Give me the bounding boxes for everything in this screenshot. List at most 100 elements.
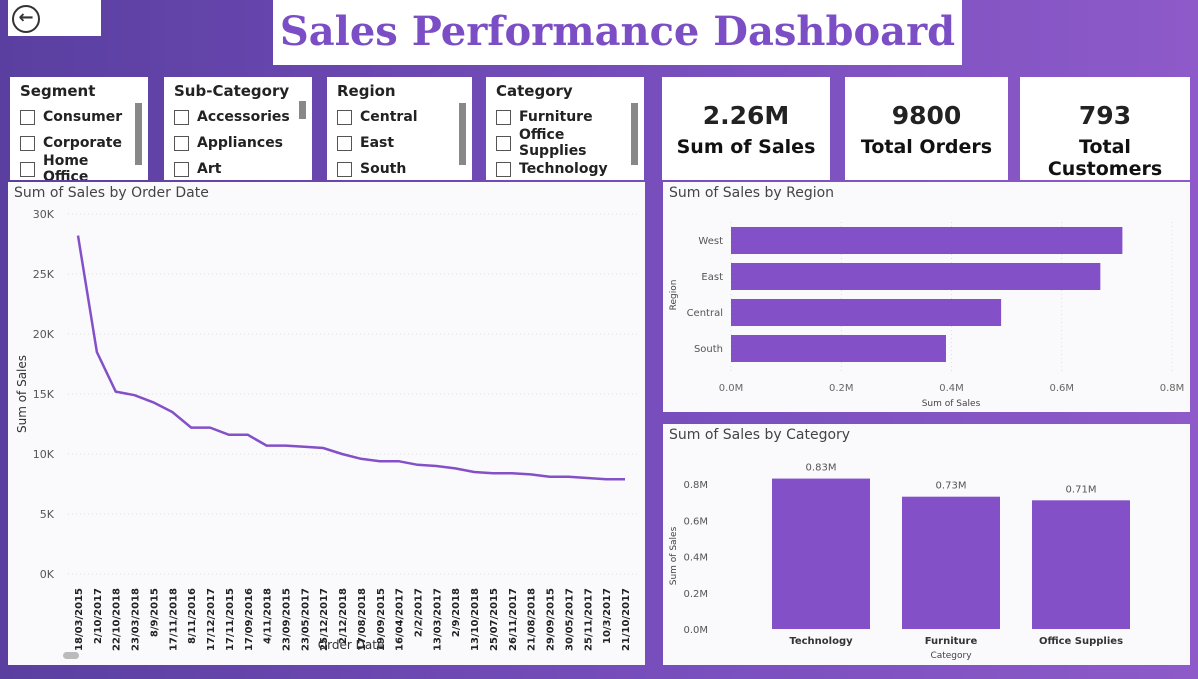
- slicer-option[interactable]: Furniture: [496, 104, 634, 130]
- y-tick-label: 5K: [40, 508, 55, 521]
- x-tick-label: 23/03/2018: [131, 588, 142, 651]
- scrollbar-thumb[interactable]: [63, 652, 79, 659]
- y-tick-label: 0K: [40, 568, 55, 581]
- slicer-option[interactable]: East: [337, 130, 462, 156]
- back-button[interactable]: ←: [8, 0, 101, 36]
- slicer-option[interactable]: Consumer: [20, 104, 138, 130]
- slicer-option[interactable]: Corporate: [20, 130, 138, 156]
- checkbox[interactable]: [337, 161, 352, 177]
- x-tick-label: 2/9/2018: [451, 588, 462, 637]
- arrow-left-circle-icon: ←: [12, 5, 40, 33]
- x-tick-label: 25/11/2017: [583, 588, 594, 651]
- x-tick-label: 13/10/2018: [470, 588, 481, 651]
- y-tick-label: 0.8M: [683, 480, 708, 491]
- x-tick-label: 23/05/2017: [300, 588, 311, 651]
- slicer-option[interactable]: Home Office: [20, 153, 138, 180]
- scrollbar[interactable]: [459, 103, 466, 165]
- bar-south: [731, 335, 946, 362]
- slicer-option[interactable]: Office Supplies: [496, 127, 634, 159]
- x-tick-label: 2/10/2017: [93, 588, 104, 644]
- x-tick-label: 10/3/2017: [602, 588, 613, 644]
- y-tick-label: 0.2M: [683, 589, 708, 600]
- data-label: 0.83M: [806, 463, 837, 474]
- x-tick-label: 19/09/2015: [376, 588, 387, 651]
- kpi-label: Total Orders: [860, 136, 993, 158]
- checkbox[interactable]: [174, 109, 189, 125]
- slicer-segment: Segment Consumer Corporate Home Office: [10, 77, 148, 180]
- x-tick-label: 17/11/2018: [168, 588, 179, 651]
- x-tick-label: 21/10/2017: [621, 588, 632, 651]
- data-label: 0.71M: [1066, 484, 1097, 495]
- slicer-option[interactable]: Art: [174, 156, 302, 180]
- y-axis-title: Sum of Sales: [669, 526, 679, 585]
- checkbox[interactable]: [337, 135, 352, 151]
- bar-furniture: [902, 496, 1000, 629]
- chart-title: Sum of Sales by Category: [669, 427, 851, 443]
- x-tick-label: 25/07/2015: [489, 588, 500, 651]
- y-tick-label: South: [694, 344, 723, 355]
- x-tick-label: 26/11/2017: [508, 588, 519, 651]
- x-tick-label: 18/03/2015: [74, 588, 85, 651]
- data-label: 0.73M: [936, 481, 967, 492]
- bar-central: [731, 299, 1002, 326]
- kpi-value: 793: [1078, 101, 1132, 130]
- x-tick-label: 4/11/2018: [263, 588, 274, 644]
- y-tick-label: 15K: [33, 388, 55, 401]
- x-tick-label: 0.2M: [829, 383, 854, 394]
- kpi-value: 2.26M: [702, 101, 790, 130]
- chart-title: Sum of Sales by Order Date: [14, 185, 209, 201]
- x-tick-label: 30/05/2017: [564, 588, 575, 651]
- slicer-option[interactable]: South: [337, 156, 462, 180]
- checkbox[interactable]: [496, 135, 511, 151]
- slicer-option[interactable]: Appliances: [174, 130, 302, 156]
- scrollbar[interactable]: [631, 103, 638, 165]
- x-tick-label: 22/10/2018: [112, 588, 123, 651]
- slicer-category: Category Furniture Office Supplies Technolo…: [486, 77, 644, 180]
- page-title: Sales Performance Dashboard: [273, 0, 962, 65]
- slicer-option[interactable]: Accessories: [174, 104, 302, 130]
- x-tick-label: 17/09/2016: [244, 588, 255, 651]
- kpi-value: 9800: [891, 101, 962, 130]
- x-tick-label: 2/2/2017: [414, 588, 425, 637]
- checkbox[interactable]: [174, 135, 189, 151]
- bar-office-supplies: [1032, 500, 1130, 629]
- kpi-card: 9800 Total Orders: [845, 77, 1008, 180]
- category-chart-panel: Sum of Sales by Category 0.0M 0.2M 0.4M 0.6…: [663, 424, 1190, 665]
- x-tick-label: 29/09/2015: [546, 588, 557, 651]
- region-chart-panel: Sum of Sales by Region 0.0M 0.2M 0.4M 0.6M 0…: [663, 182, 1190, 412]
- slicer-title: Category: [496, 82, 573, 100]
- kpi-card: 793 Total Customers: [1020, 77, 1190, 180]
- slicer-title: Region: [337, 82, 396, 100]
- x-tick-label: 23/09/2015: [281, 588, 292, 651]
- slicer-title: Segment: [20, 82, 96, 100]
- slicer-option[interactable]: Central: [337, 104, 462, 130]
- x-tick-label: 21/08/2018: [527, 588, 538, 651]
- x-tick-label: 8/9/2015: [149, 588, 160, 637]
- checkbox[interactable]: [174, 161, 189, 177]
- x-tick-label: 2/12/2018: [338, 588, 349, 644]
- bar-technology: [772, 478, 870, 629]
- checkbox[interactable]: [496, 109, 511, 125]
- scrollbar[interactable]: [135, 103, 142, 165]
- y-tick-label: 0.6M: [683, 516, 708, 527]
- checkbox[interactable]: [20, 161, 35, 177]
- checkbox[interactable]: [337, 109, 352, 125]
- x-tick-label: 13/03/2017: [432, 588, 443, 651]
- x-axis-title: Sum of Sales: [922, 399, 981, 409]
- scrollbar[interactable]: [299, 101, 306, 119]
- x-tick-label: 0.4M: [939, 383, 964, 394]
- checkbox[interactable]: [20, 109, 35, 125]
- x-tick-label: 17/11/2015: [225, 588, 236, 651]
- y-tick-label: West: [698, 236, 723, 247]
- x-axis-title: Order Date: [318, 638, 385, 652]
- slicer-option[interactable]: Technology: [496, 156, 634, 180]
- y-tick-label: 0.0M: [683, 625, 708, 636]
- y-tick-label: 20K: [33, 328, 55, 341]
- x-tick-label: 25/12/2017: [319, 588, 330, 651]
- sales-line: [76, 235, 625, 481]
- y-tick-label: 10K: [33, 448, 55, 461]
- x-tick-label: 16/04/2017: [395, 588, 406, 651]
- checkbox[interactable]: [496, 161, 511, 177]
- checkbox[interactable]: [20, 135, 35, 151]
- y-tick-label: 25K: [33, 268, 55, 281]
